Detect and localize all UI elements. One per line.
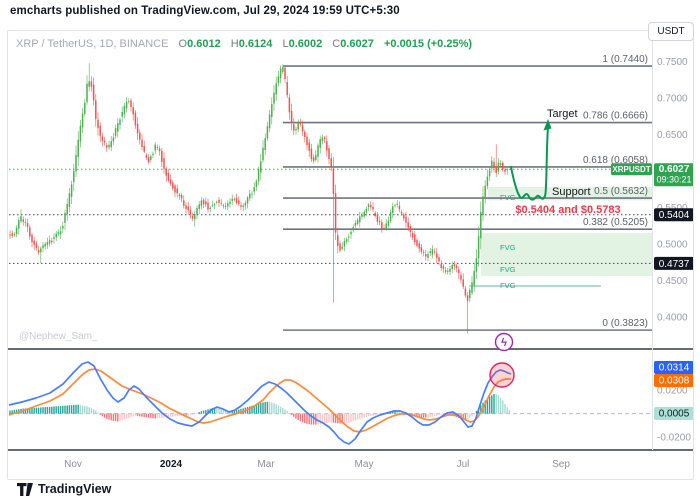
time-axis-label[interactable]: Mar [257, 459, 275, 470]
fib-label: 0.786 (0.6666) [583, 111, 648, 122]
symbol-tag-text: XRPUSDT [612, 165, 650, 174]
macd-line [8, 361, 512, 445]
indicator-value-text: 0.0314 [659, 363, 690, 374]
price-scale-label: 0.4000 [657, 313, 688, 324]
projection-arrowhead [543, 119, 552, 131]
macd-signal-line [8, 368, 511, 433]
candlestick-series[interactable] [9, 63, 508, 334]
time-axis-label[interactable]: Nov [64, 459, 82, 470]
fib-label: 0.5 (0.5632) [594, 186, 648, 197]
symbol-tag-badge [611, 163, 652, 176]
indicator-value-badge[interactable] [654, 407, 693, 420]
fvg-label: FVG [500, 243, 516, 252]
indicator-scale-label: 0.0200 [657, 386, 688, 397]
indicator-scale-label: -0.0200 [657, 433, 691, 444]
tradingview-logo-icon [17, 482, 33, 496]
price-scale-label: 0.7000 [657, 94, 688, 105]
chart-canvas[interactable]: FVGFVGFVGFVG1 (0.7440)0.786 (0.6666)0.61… [8, 31, 693, 479]
low-label: L [282, 38, 289, 50]
watermark: @Nephew_Sam_ [19, 331, 98, 342]
projection-line[interactable] [510, 125, 549, 201]
time-axis-label[interactable]: 2024 [160, 459, 183, 470]
lightning-icon: ϟ [501, 337, 507, 349]
fib-label: 0 (0.3823) [602, 318, 648, 329]
indicator-value-badge[interactable] [654, 374, 693, 387]
chart-card: XRP / TetherUS, 1D, BINANCE O0.6012 H0.6… [7, 30, 694, 480]
macd-histogram [9, 394, 511, 425]
price-scale-label: 0.4500 [657, 276, 688, 287]
close-value: 0.6027 [340, 38, 374, 50]
time-axis-label[interactable]: Sep [552, 459, 570, 470]
footer-brand[interactable]: TradingView [17, 482, 111, 496]
price-level-badge-text: 0.4737 [659, 259, 690, 270]
open-value: 0.6012 [187, 38, 221, 50]
fib-label: 0.382 (0.5205) [583, 217, 648, 228]
fib-label: 1 (0.7440) [602, 54, 648, 65]
symbol-info-bar[interactable]: XRP / TetherUS, 1D, BINANCE O0.6012 H0.6… [16, 38, 472, 50]
high-value: 0.6124 [238, 38, 273, 50]
close-label: C [332, 38, 341, 50]
countdown-text: 09:30:21 [656, 175, 691, 185]
currency-toggle-button[interactable]: USDT [648, 22, 694, 41]
high-label: H [230, 38, 239, 50]
price-range-note: $0.5404 and $0.5783 [515, 204, 620, 216]
fvg-label: FVG [500, 265, 516, 274]
price-scale-label: 0.6500 [657, 130, 688, 141]
change-value: +0.0015 (+0.25%) [383, 38, 473, 50]
open-label: O [178, 38, 188, 50]
indicator-value-badge[interactable] [654, 361, 693, 374]
symbol-title[interactable]: XRP / TetherUS, 1D, BINANCE [16, 38, 169, 50]
last-price-badge[interactable] [654, 163, 693, 187]
last-price-text: 0.6027 [659, 164, 690, 175]
low-value: 0.6002 [288, 38, 323, 50]
crossover-highlight-circle[interactable] [489, 362, 515, 388]
fib-label: 0.618 (0.6058) [583, 155, 648, 166]
indicator-value-text: 0.0308 [659, 376, 690, 387]
price-scale-label: 0.5000 [657, 240, 688, 251]
price-scale-label: 0.7500 [657, 57, 688, 68]
fvg-label: FVG [500, 281, 516, 290]
tradingview-logo-text: TradingView [38, 482, 112, 496]
indicator-value-text: 0.0005 [659, 409, 690, 420]
price-level-badge[interactable] [654, 208, 693, 222]
time-axis-label[interactable]: Jul [457, 459, 470, 470]
target-annotation: Target [547, 108, 578, 120]
fvg-zone [481, 233, 652, 277]
time-axis-label[interactable]: May [355, 459, 374, 470]
price-level-badge[interactable] [654, 256, 693, 270]
support-annotation: Support [552, 186, 591, 198]
lightning-badge[interactable] [494, 332, 514, 352]
price-level-badge-text: 0.5404 [659, 210, 690, 221]
published-caption: emcharts published on TradingView.com, J… [10, 5, 400, 17]
